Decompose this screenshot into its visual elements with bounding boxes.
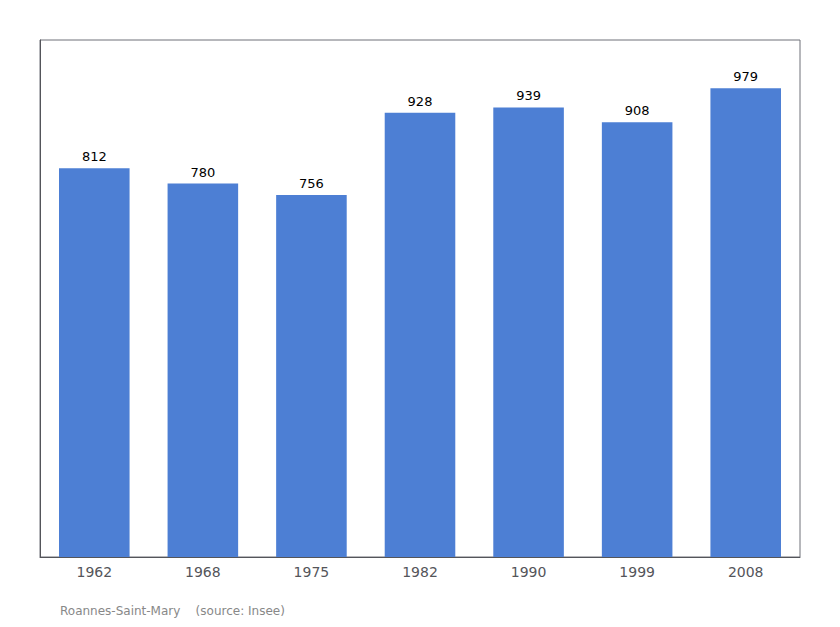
- svg-text:1982: 1982: [402, 564, 438, 580]
- svg-text:1999: 1999: [619, 564, 655, 580]
- svg-text:979: 979: [733, 69, 758, 84]
- svg-text:1975: 1975: [294, 564, 330, 580]
- svg-text:1990: 1990: [511, 564, 547, 580]
- svg-text:756: 756: [299, 176, 324, 191]
- svg-text:812: 812: [82, 149, 107, 164]
- svg-text:939: 939: [516, 88, 541, 103]
- svg-text:Roannes-Saint-Mary (source:: Roannes-Saint-Mary (source: Insee): [60, 604, 285, 618]
- svg-text:1968: 1968: [185, 564, 221, 580]
- svg-text:780: 780: [190, 165, 215, 180]
- svg-text:2008: 2008: [728, 564, 764, 580]
- svg-text:1962: 1962: [76, 564, 112, 580]
- svg-text:928: 928: [408, 94, 433, 109]
- svg-text:908: 908: [625, 103, 650, 118]
